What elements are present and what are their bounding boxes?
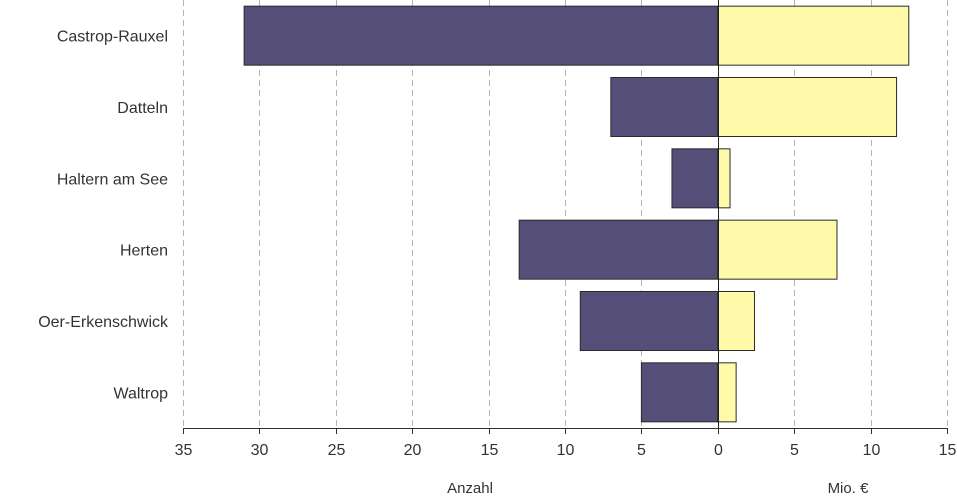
category-label: Haltern am See xyxy=(57,171,168,188)
category-label: Oer-Erkenschwick xyxy=(38,314,169,331)
category-label: Waltrop xyxy=(113,385,168,402)
category-label: Herten xyxy=(120,243,168,260)
x-tick-label: 5 xyxy=(637,442,646,459)
x-tick-label: 10 xyxy=(557,442,575,459)
bar-left xyxy=(672,149,718,208)
bar-left xyxy=(519,220,718,279)
category-label: Datteln xyxy=(117,100,168,117)
bar-right xyxy=(718,149,730,208)
x-tick-label: 0 xyxy=(714,442,723,459)
bar-right xyxy=(718,220,837,279)
bar-right xyxy=(718,6,909,65)
bar-right xyxy=(718,363,736,422)
x-tick-label: 35 xyxy=(175,442,193,459)
bar-left xyxy=(244,6,718,65)
x-axis-title-left: Anzahl xyxy=(447,480,493,497)
x-tick-label: 15 xyxy=(481,442,499,459)
x-tick-label: 30 xyxy=(251,442,269,459)
bar-left xyxy=(580,292,718,351)
bar-left xyxy=(611,78,718,137)
category-label: Castrop-Rauxel xyxy=(57,29,168,46)
x-tick-label: 5 xyxy=(790,442,799,459)
x-tick-label: 25 xyxy=(328,442,346,459)
bar-left xyxy=(641,363,717,422)
bars xyxy=(244,6,909,422)
x-tick-label: 20 xyxy=(404,442,422,459)
x-axis-title-right: Mio. € xyxy=(828,480,870,497)
bar-right xyxy=(718,292,755,351)
x-tick-label: 15 xyxy=(939,442,957,459)
bar-right xyxy=(718,78,897,137)
x-tick-label: 10 xyxy=(863,442,881,459)
